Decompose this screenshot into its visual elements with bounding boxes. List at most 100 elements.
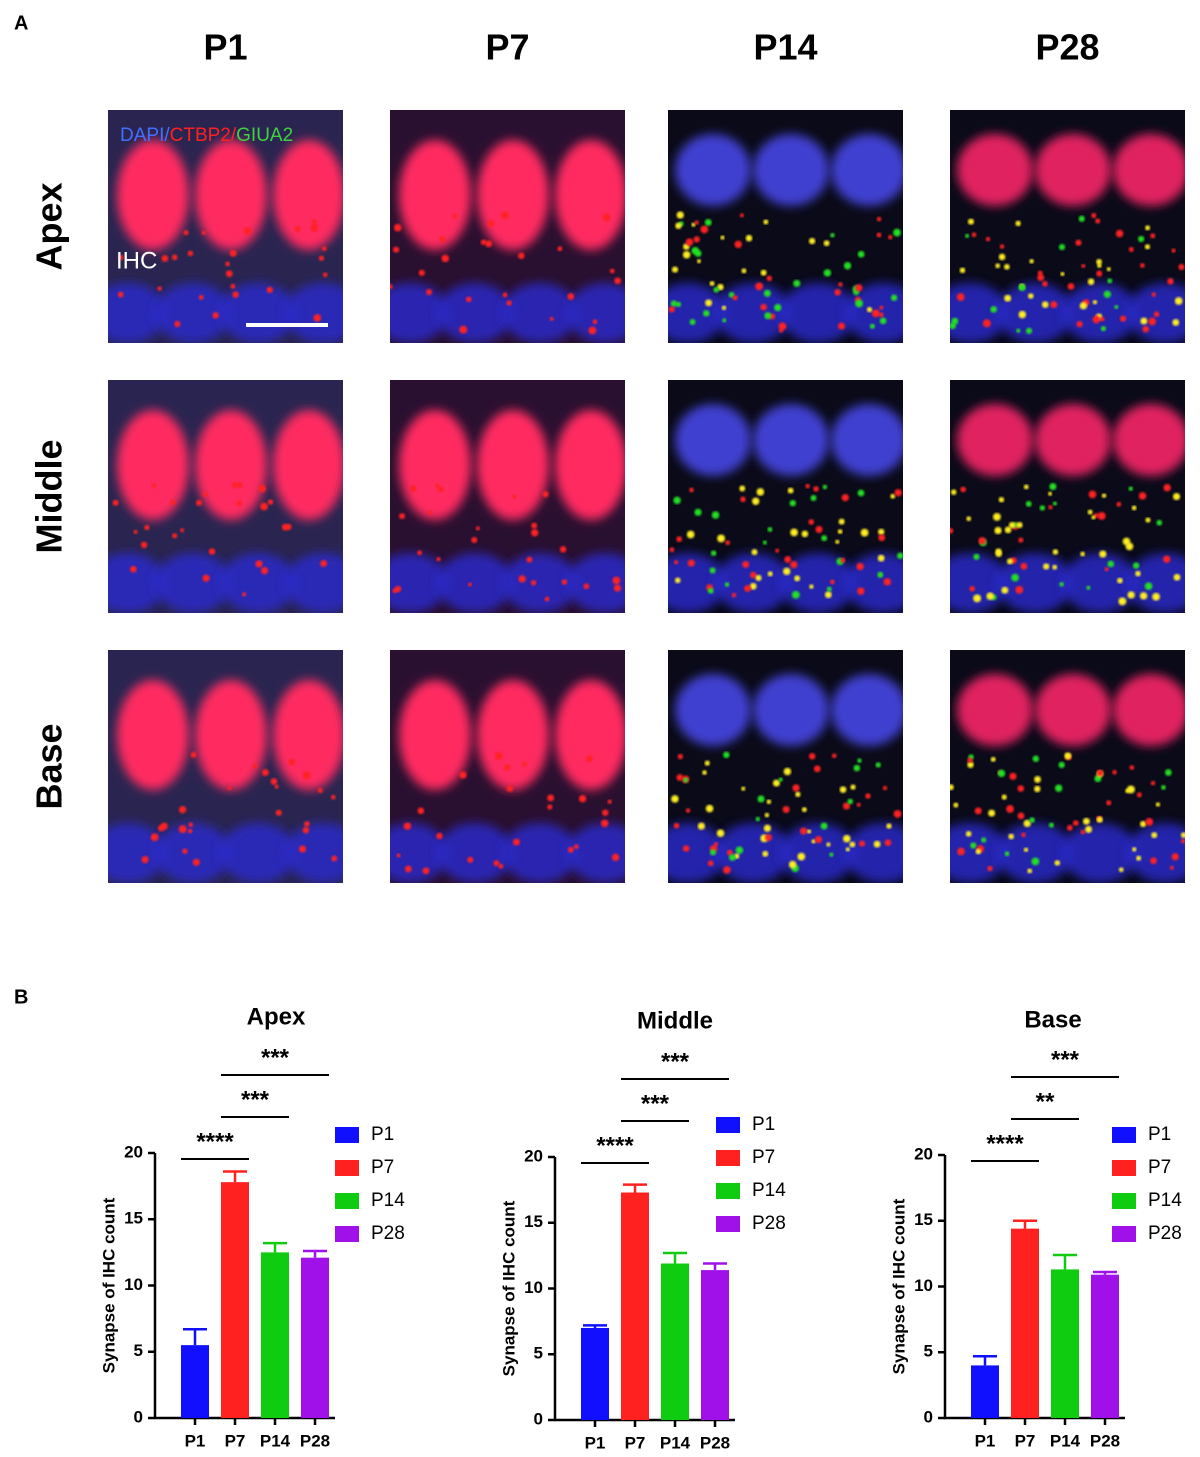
- puncta: [294, 226, 301, 233]
- puncta: [974, 807, 982, 815]
- puncta: [485, 240, 493, 248]
- nucleus: [1113, 134, 1185, 206]
- puncta: [857, 250, 865, 258]
- nucleus: [477, 680, 549, 790]
- puncta: [417, 550, 423, 556]
- x-tick-label: P7: [225, 1431, 246, 1450]
- puncta: [1128, 246, 1134, 253]
- puncta: [670, 300, 678, 307]
- puncta: [978, 537, 986, 545]
- puncta: [1148, 317, 1157, 326]
- error-bar: [183, 1327, 207, 1346]
- puncta: [310, 224, 318, 232]
- puncta: [685, 238, 694, 246]
- puncta: [691, 222, 696, 227]
- puncta: [1097, 263, 1102, 268]
- nucleus-blue: [997, 283, 1073, 343]
- puncta: [1119, 315, 1127, 322]
- puncta: [1164, 769, 1172, 776]
- puncta: [793, 279, 801, 287]
- puncta: [465, 296, 472, 303]
- puncta: [613, 584, 622, 592]
- nucleus-blue: [502, 283, 578, 343]
- puncta: [1037, 274, 1045, 282]
- micrograph: [950, 110, 1185, 343]
- puncta: [1087, 509, 1093, 515]
- puncta: [526, 556, 533, 563]
- bar: [1011, 1228, 1039, 1418]
- puncta: [495, 752, 503, 760]
- puncta: [417, 807, 425, 815]
- puncta: [118, 254, 124, 261]
- puncta: [1025, 327, 1033, 334]
- puncta: [1136, 855, 1142, 861]
- puncta: [1144, 244, 1151, 250]
- nucleus-blue: [567, 823, 625, 883]
- puncta: [611, 853, 620, 862]
- micrograph: [108, 380, 343, 613]
- puncta: [502, 292, 508, 298]
- puncta: [567, 846, 574, 853]
- puncta: [967, 761, 974, 768]
- puncta: [815, 525, 823, 534]
- nucleus-blue: [155, 283, 231, 343]
- puncta: [192, 858, 200, 866]
- puncta: [950, 784, 954, 791]
- nucleus-blue: [108, 553, 166, 613]
- legend-swatch: [716, 1150, 740, 1166]
- puncta: [1172, 319, 1180, 326]
- puncta: [762, 540, 767, 545]
- puncta: [685, 808, 691, 813]
- puncta: [1129, 765, 1135, 771]
- puncta: [1163, 483, 1171, 492]
- y-tick-label: 10: [524, 1278, 543, 1297]
- puncta: [694, 220, 699, 225]
- legend-label: P14: [1148, 1190, 1182, 1211]
- puncta: [1152, 592, 1160, 601]
- puncta: [808, 519, 815, 525]
- puncta: [1088, 490, 1097, 499]
- puncta: [970, 842, 977, 849]
- nucleus-blue: [390, 553, 448, 613]
- significance-label: ***: [261, 1044, 290, 1071]
- puncta: [547, 794, 555, 802]
- bar: [221, 1182, 249, 1418]
- puncta: [1004, 526, 1012, 534]
- puncta: [1156, 519, 1163, 526]
- puncta: [1050, 301, 1058, 309]
- puncta: [884, 839, 892, 846]
- puncta: [1016, 521, 1023, 529]
- puncta: [1039, 505, 1046, 511]
- legend-swatch: [335, 1127, 359, 1143]
- y-tick-label: 5: [924, 1342, 933, 1361]
- puncta: [1178, 263, 1185, 271]
- puncta: [671, 795, 679, 803]
- puncta: [583, 583, 590, 590]
- nucleus: [195, 410, 267, 520]
- bar: [1091, 1274, 1119, 1418]
- puncta: [1100, 325, 1107, 332]
- puncta: [967, 757, 973, 763]
- puncta: [285, 523, 292, 530]
- chart-title: Base: [1024, 1006, 1081, 1033]
- puncta: [741, 268, 747, 274]
- puncta: [547, 804, 553, 810]
- nucleus: [1035, 674, 1111, 746]
- x-tick-label: P28: [300, 1431, 330, 1450]
- puncta: [808, 753, 816, 760]
- nucleus: [399, 140, 471, 250]
- puncta: [893, 228, 901, 237]
- puncta: [950, 322, 957, 330]
- puncta: [1114, 304, 1119, 309]
- nucleus-blue: [437, 553, 513, 613]
- puncta: [838, 518, 845, 525]
- puncta: [270, 778, 278, 785]
- puncta: [855, 299, 864, 308]
- puncta: [973, 594, 982, 603]
- puncta: [752, 497, 760, 505]
- puncta: [180, 528, 185, 533]
- puncta: [857, 489, 865, 497]
- puncta: [393, 246, 400, 253]
- puncta: [783, 567, 791, 576]
